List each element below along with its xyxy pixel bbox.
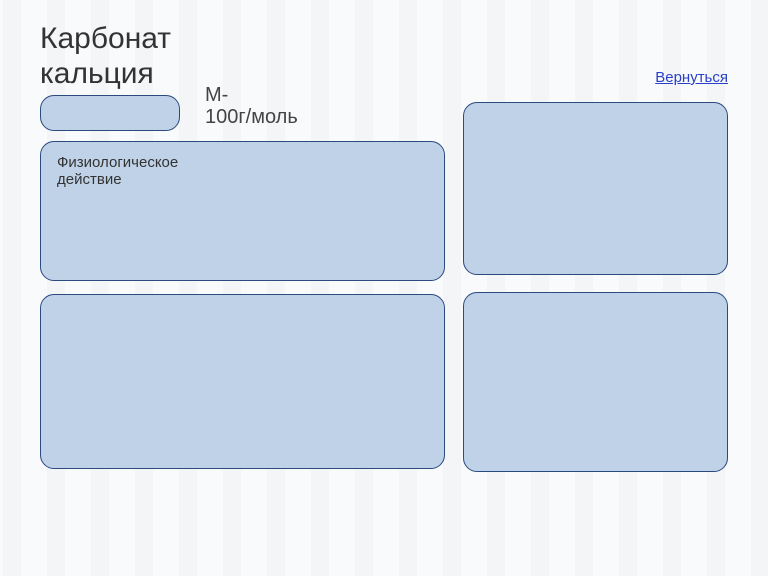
molar-mass-value: 100г/моль bbox=[205, 106, 298, 128]
properties-card bbox=[463, 102, 728, 275]
formula-card bbox=[40, 95, 180, 131]
molar-mass-prefix: М- bbox=[205, 84, 228, 106]
back-link[interactable]: Вернуться bbox=[655, 70, 728, 87]
application-card bbox=[463, 292, 728, 472]
physiology-card: Физиологическое действие bbox=[40, 141, 445, 281]
page-title: Карбонат кальция bbox=[40, 22, 220, 91]
molar-mass: М- 100г/моль bbox=[205, 84, 298, 128]
physiology-label: Физиологическое действие bbox=[57, 154, 237, 189]
qualitative-card bbox=[40, 294, 445, 469]
